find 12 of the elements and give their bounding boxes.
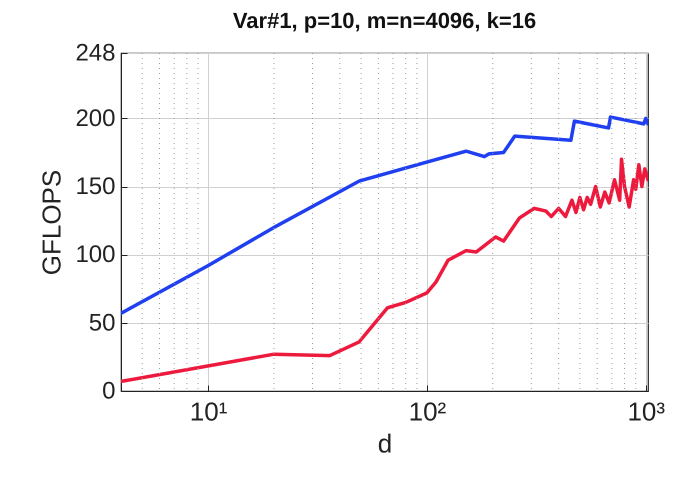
- y-tick-label: 0: [102, 378, 116, 404]
- y-tick-label: 100: [75, 241, 116, 268]
- y-axis-title: GFLOPS: [36, 170, 66, 276]
- x-tick-label: 10³: [627, 396, 666, 426]
- chart-title: Var#1, p=10, m=n=4096, k=16: [232, 8, 536, 33]
- x-axis-title: d: [378, 428, 392, 458]
- y-tick-label: 150: [75, 173, 116, 200]
- y-tick-label: 248: [75, 40, 116, 66]
- x-tick-label: 10¹: [190, 396, 228, 426]
- x-tick-label: 10²: [408, 396, 447, 426]
- y-tick-label: 50: [88, 309, 116, 336]
- y-tick-label: 200: [75, 104, 116, 132]
